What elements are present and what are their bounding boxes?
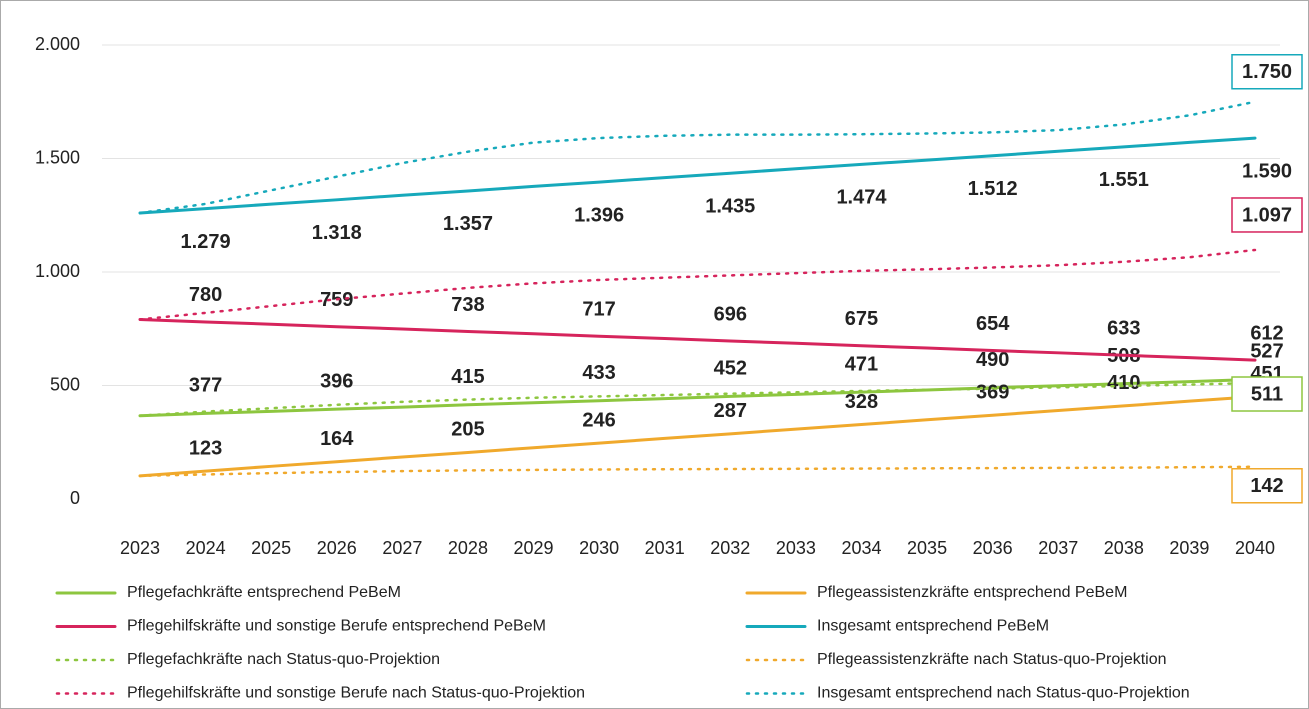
x-tick-label: 2027 xyxy=(382,538,422,558)
value-label: 123 xyxy=(189,437,222,459)
value-label-box xyxy=(1231,376,1303,412)
legend-label: Pflegeassistenzkräfte nach Status-quo-Pr… xyxy=(817,651,1167,668)
value-label: 433 xyxy=(582,362,615,384)
x-tick-label: 2029 xyxy=(514,538,554,558)
legend-label: Pflegefachkräfte entsprechend PeBeM xyxy=(127,584,401,601)
x-tick-label: 2035 xyxy=(907,538,947,558)
value-label: 164 xyxy=(320,428,354,450)
value-label: 696 xyxy=(714,303,747,325)
x-tick-label: 2031 xyxy=(645,538,685,558)
value-label: 1.590 xyxy=(1242,160,1292,182)
value-label: 1.279 xyxy=(181,231,231,253)
value-label: 527 xyxy=(1250,341,1283,363)
value-label: 633 xyxy=(1107,318,1140,340)
value-label-box xyxy=(1231,54,1303,90)
value-label: 717 xyxy=(582,299,615,321)
x-tick-label: 2032 xyxy=(710,538,750,558)
value-label: 142 xyxy=(1250,475,1283,497)
legend-label: Pflegehilfskräfte und sonstige Berufe en… xyxy=(127,618,546,635)
value-label: 410 xyxy=(1107,372,1140,394)
legend-label: Insgesamt entsprechend PeBeM xyxy=(817,618,1049,635)
y-tick-label: 500 xyxy=(50,374,80,394)
x-tick-label: 2023 xyxy=(120,538,160,558)
series-line xyxy=(138,465,1257,478)
value-label: 396 xyxy=(320,370,353,392)
value-label: 369 xyxy=(976,382,1009,404)
value-label: 205 xyxy=(451,419,484,441)
series-line xyxy=(138,395,1257,478)
x-tick-label: 2025 xyxy=(251,538,291,558)
legend-label: Pflegeassistenzkräfte entsprechend PeBeM xyxy=(817,584,1127,601)
value-label: 612 xyxy=(1250,322,1283,344)
legend-label: Pflegefachkräfte nach Status-quo-Projekt… xyxy=(127,651,440,668)
series-line xyxy=(138,136,1257,215)
x-tick-label: 2038 xyxy=(1104,538,1144,558)
x-tick-label: 2040 xyxy=(1235,538,1275,558)
value-label: 490 xyxy=(976,349,1009,371)
value-label-box xyxy=(1231,197,1303,233)
legend-label: Pflegehilfskräfte und sonstige Berufe na… xyxy=(127,685,585,702)
x-tick-label: 2030 xyxy=(579,538,619,558)
x-tick-label: 2039 xyxy=(1169,538,1209,558)
value-label: 246 xyxy=(582,409,615,431)
value-label: 780 xyxy=(189,284,222,306)
value-label: 1.097 xyxy=(1242,204,1292,226)
value-label: 511 xyxy=(1251,383,1283,405)
value-label: 1.357 xyxy=(443,213,493,235)
value-label: 452 xyxy=(714,358,747,380)
value-label: 1.396 xyxy=(574,204,624,226)
value-label: 1.750 xyxy=(1242,61,1292,83)
x-tick-label: 2036 xyxy=(973,538,1013,558)
x-tick-label: 2034 xyxy=(841,538,881,558)
series-line xyxy=(138,317,1257,362)
value-label: 1.435 xyxy=(705,196,755,218)
value-label-box xyxy=(1231,468,1303,504)
value-label: 377 xyxy=(189,375,222,397)
x-tick-label: 2024 xyxy=(186,538,226,558)
series-line xyxy=(138,377,1257,418)
x-tick-label: 2028 xyxy=(448,538,488,558)
legend-label: Insgesamt entsprechend nach Status-quo-P… xyxy=(817,685,1190,702)
value-label: 415 xyxy=(451,366,484,388)
value-label: 738 xyxy=(451,294,484,316)
y-tick-label: 0 xyxy=(70,488,80,508)
y-tick-label: 1.500 xyxy=(35,147,80,167)
x-tick-label: 2037 xyxy=(1038,538,1078,558)
x-tick-label: 2033 xyxy=(776,538,816,558)
value-label: 471 xyxy=(845,353,878,375)
x-tick-label: 2026 xyxy=(317,538,357,558)
value-label: 1.474 xyxy=(836,187,887,209)
series-line xyxy=(138,100,1257,215)
y-tick-label: 2.000 xyxy=(35,34,80,54)
value-label: 1.318 xyxy=(312,222,362,244)
value-label: 1.551 xyxy=(1099,169,1149,191)
value-label: 328 xyxy=(845,391,878,413)
value-label: 675 xyxy=(845,308,878,330)
value-label: 1.512 xyxy=(968,178,1018,200)
y-tick-label: 1.000 xyxy=(35,261,80,281)
series-line xyxy=(138,248,1257,321)
value-label: 287 xyxy=(714,400,747,422)
series-line xyxy=(138,381,1257,417)
value-label: 654 xyxy=(976,313,1010,335)
